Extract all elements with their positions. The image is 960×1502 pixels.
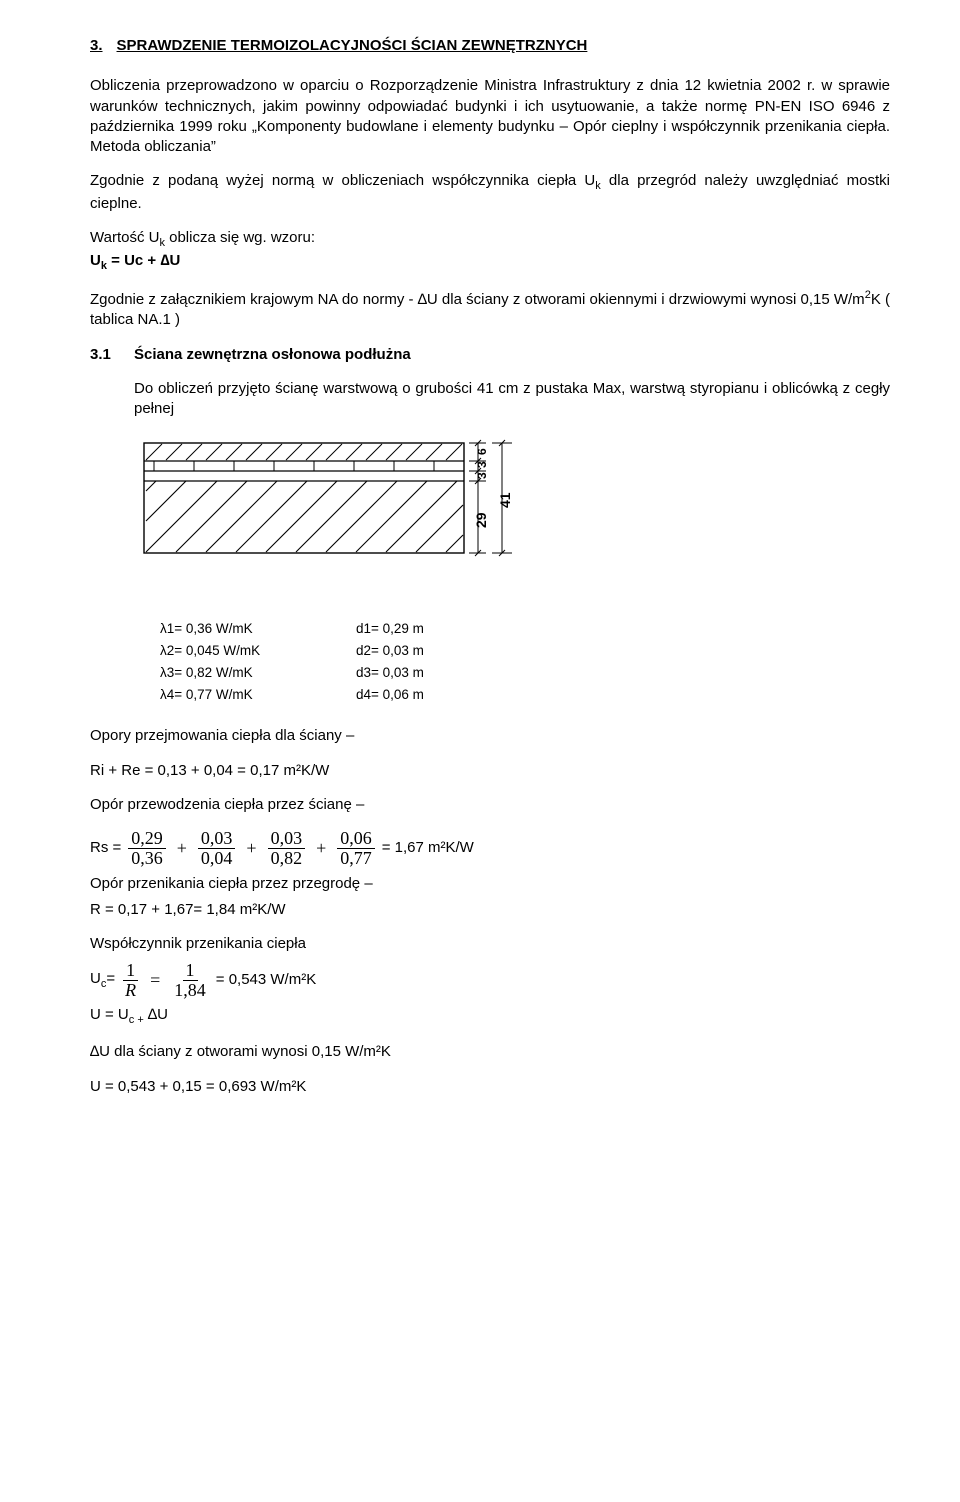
p4a: Zgodnie z załącznikiem krajowym NA do no… <box>90 291 865 308</box>
delta-U-note: ∆U dla ściany z otworami wynosi 0,15 W/m… <box>90 1042 890 1062</box>
coefficient-label: Współczynnik przenikania ciepła <box>90 934 890 954</box>
lambda-row: λ2= 0,045 W/mK d2= 0,03 m <box>160 640 890 662</box>
U-final: U = 0,543 + 0,15 = 0,693 W/m²K <box>90 1077 890 1097</box>
uk-definition: Wartość Uk oblicza się wg. wzoru: Uk = U… <box>90 228 890 274</box>
R-eq: R = 0,17 + 1,67= 1,84 m²K/W <box>90 900 890 920</box>
wall-description: Do obliczeń przyjęto ścianę warstwową o … <box>134 379 890 420</box>
heading-number: 3. <box>90 36 103 56</box>
uc-result: = 0,543 W/m²K <box>216 970 316 990</box>
uc-eq: = <box>106 970 115 987</box>
d-cell: d1= 0,29 m <box>356 620 476 638</box>
formula1-tail: = Uc + ∆U <box>107 252 180 269</box>
fraction: 1 1,84 <box>168 961 212 1000</box>
subsection-number: 3.1 <box>90 345 120 365</box>
lambda-cell: λ4= 0,77 W/mK <box>160 686 310 704</box>
lambda-row: λ4= 0,77 W/mK d4= 0,06 m <box>160 684 890 706</box>
p3a-tail: oblicza się wg. wzoru: <box>165 229 315 246</box>
d-cell: d4= 0,06 m <box>356 686 476 704</box>
U-components: U = Uc + ∆U <box>90 1005 890 1028</box>
d-cell: d3= 0,03 m <box>356 664 476 682</box>
na-paragraph: Zgodnie z załącznikiem krajowym NA do no… <box>90 288 890 331</box>
norm-paragraph: Zgodnie z podaną wyżej normą w obliczeni… <box>90 171 890 214</box>
wall-diagram: 6 3 3 29 41 <box>134 433 890 599</box>
p2-main: Zgodnie z podaną wyżej normą w obliczeni… <box>90 172 595 189</box>
rs-result: = 1,67 m²K/W <box>382 838 474 858</box>
fraction: 0,29 0,36 <box>125 829 169 868</box>
lambda-table: λ1= 0,36 W/mK d1= 0,29 m λ2= 0,045 W/mK … <box>160 618 890 707</box>
lambda-row: λ1= 0,36 W/mK d1= 0,29 m <box>160 618 890 640</box>
lambda-row: λ3= 0,82 W/mK d3= 0,03 m <box>160 662 890 684</box>
lambda-cell: λ1= 0,36 W/mK <box>160 620 310 638</box>
plus-sign: + <box>173 836 191 860</box>
p3a: Wartość U <box>90 229 159 246</box>
rs-equation: Rs = 0,29 0,36 + 0,03 0,04 + 0,03 0,82 +… <box>90 829 890 868</box>
uc-U: U <box>90 970 101 987</box>
section-heading: 3. SPRAWDZENIE TERMOIZOLACYJNOŚCI ŚCIAN … <box>90 36 890 56</box>
svg-text:3: 3 <box>475 461 489 468</box>
fraction: 0,03 0,04 <box>195 829 239 868</box>
fraction: 1 R <box>119 961 142 1000</box>
heat-uptake-label: Opory przejmowania ciepła dla ściany – <box>90 726 890 746</box>
ri-re-eq: Ri + Re = 0,13 + 0,04 = 0,17 m²K/W <box>90 761 890 781</box>
heading-text: SPRAWDZENIE TERMOIZOLACYJNOŚCI ŚCIAN ZEW… <box>117 36 588 56</box>
subsection-heading: 3.1 Ściana zewnętrzna osłonowa podłużna <box>90 345 890 365</box>
formula1: U <box>90 252 101 269</box>
lambda-cell: λ2= 0,045 W/mK <box>160 642 310 660</box>
svg-text:29: 29 <box>473 512 489 528</box>
svg-text:3: 3 <box>475 472 489 479</box>
d-cell: d2= 0,03 m <box>356 642 476 660</box>
uc-equation: Uc= 1 R = 1 1,84 = 0,543 W/m²K <box>90 961 890 1000</box>
rs-label: Rs = <box>90 838 121 858</box>
lambda-cell: λ3= 0,82 W/mK <box>160 664 310 682</box>
svg-text:41: 41 <box>497 492 513 508</box>
subsection-title: Ściana zewnętrzna osłonowa podłużna <box>134 345 411 365</box>
plus-sign: + <box>242 836 260 860</box>
svg-text:6: 6 <box>475 448 489 455</box>
plus-sign: + <box>312 836 330 860</box>
conductance-label: Opór przewodzenia ciepła przez ścianę – <box>90 795 890 815</box>
fraction: 0,06 0,77 <box>334 829 378 868</box>
fraction: 0,03 0,82 <box>265 829 309 868</box>
equals-sign: = <box>146 968 164 992</box>
intro-paragraph: Obliczenia przeprowadzono w oparciu o Ro… <box>90 76 890 157</box>
barrier-transmit-label: Opór przenikania ciepła przez przegrodę … <box>90 874 890 894</box>
